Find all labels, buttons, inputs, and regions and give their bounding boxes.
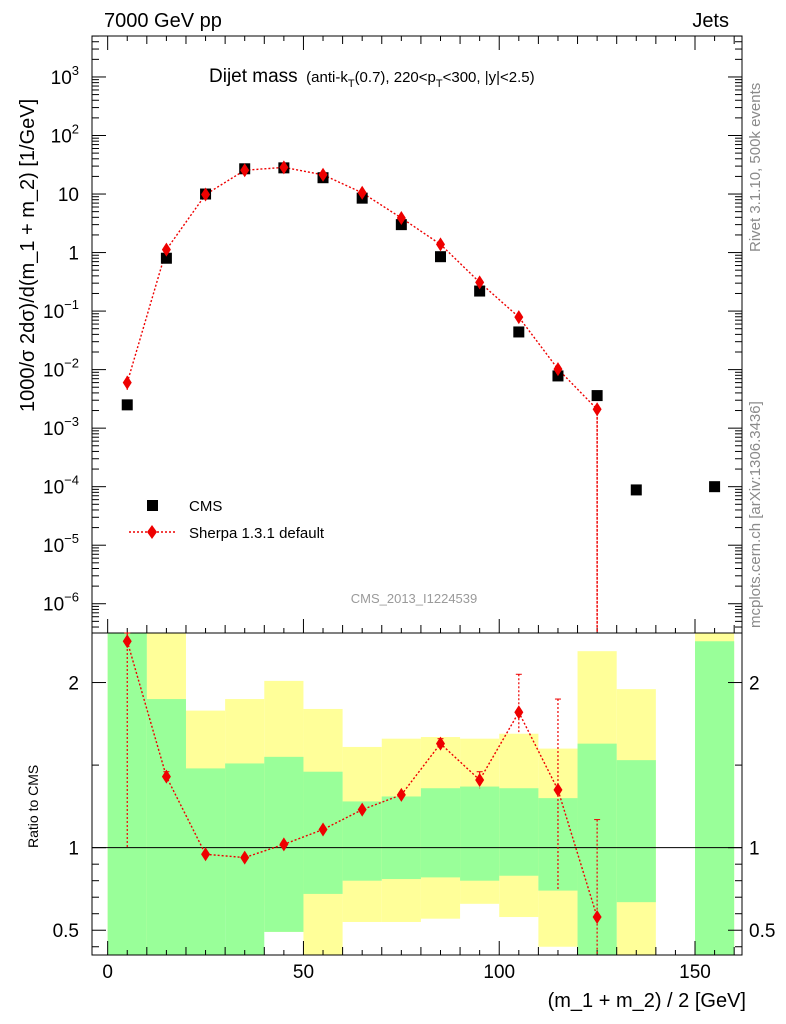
main-y-tick-label: 10−6: [43, 590, 79, 616]
main-y-tick-label: 10−1: [43, 297, 79, 323]
title-sub-end: <300, |y|<2.5): [443, 69, 535, 86]
ratio-plot-frame: [91, 632, 743, 956]
sherpa-mc-point: [279, 160, 289, 175]
sherpa-mc-line: [126, 166, 598, 633]
legend: CMS Sherpa 1.3.1 default: [129, 498, 325, 542]
cms-data-point: [630, 484, 642, 496]
header-energy-label: 7000 GeV pp: [104, 10, 222, 32]
main-y-tick-label: 10−2: [43, 356, 79, 382]
ratio-y-tick-label: 2: [68, 674, 79, 695]
ratio-band-green-7: [381, 796, 421, 880]
analysis-id-watermark: CMS_2013_I1224539: [351, 591, 478, 606]
cms-data-point: [434, 251, 446, 263]
x-tick-label: 100: [483, 962, 515, 983]
legend-cms-marker: [147, 500, 158, 511]
title-sub: (anti-k: [306, 69, 348, 86]
title-sub-mid: (0.7), 220<p: [355, 69, 436, 86]
main-y-tick-label: 1: [68, 244, 79, 265]
ratio-y-tick-label: 0.5: [53, 921, 79, 942]
main-y-axis-label: 1000/σ 2dσ)/d(m_1 + m_2) [1/GeV]: [17, 99, 39, 412]
x-tick-label: 0: [102, 962, 113, 983]
ratio-sherpa-point: [240, 850, 250, 865]
main-y-tick-label: 10−3: [43, 414, 79, 440]
x-axis-label: (m_1 + m_2) / 2 [GeV]: [548, 990, 746, 1012]
ratio-sherpa-point: [592, 910, 602, 925]
x-tick-label: 50: [293, 962, 314, 983]
ratio-sherpa-point: [514, 705, 524, 720]
ratio-y-tick-label-right: 1: [749, 839, 760, 860]
sherpa-mc-point: [396, 210, 406, 225]
main-y-tick-label: 103: [51, 63, 79, 89]
legend-cms-label: CMS: [189, 498, 222, 515]
ratio-plot-panel: 0 50 100 150 2 2 1 1 0.5 0.5: [53, 632, 775, 983]
ratio-sherpa-point: [161, 769, 171, 784]
sherpa-mc-point: [514, 310, 524, 325]
ratio-band-green-1: [146, 699, 186, 955]
ratio-band-green-10: [499, 788, 539, 876]
sherpa-mc-point: [201, 187, 211, 202]
rivet-version-label: Rivet 3.1.10, 500k events: [747, 83, 764, 252]
ratio-band-green-9: [460, 786, 500, 881]
cms-data-point: [709, 481, 721, 493]
sherpa-mc-point: [357, 185, 367, 200]
ratio-sherpa-point: [357, 802, 367, 817]
sherpa-mc-point: [475, 275, 485, 290]
cms-data-point: [591, 390, 603, 402]
cms-data-point: [513, 326, 525, 338]
ratio-sherpa-point: [122, 634, 132, 649]
title-sub-T: T: [348, 78, 355, 90]
ratio-sherpa-point: [435, 736, 445, 751]
cms-data-point: [474, 285, 486, 297]
legend-sherpa-marker: [147, 525, 157, 539]
main-plot-frame: [91, 35, 743, 634]
ratio-sherpa-point: [396, 787, 406, 802]
ratio-band-green-13: [616, 760, 656, 903]
ratio-sherpa-point: [475, 772, 485, 787]
ratio-y-axis-label: Ratio to CMS: [25, 765, 41, 848]
sherpa-mc-point: [553, 362, 563, 377]
ratio-y-tick-label-right: 2: [749, 674, 760, 695]
sherpa-mc-point: [240, 163, 250, 178]
title-sub-T2: T: [436, 78, 443, 90]
ratio-band-green-14: [695, 641, 735, 955]
header-process-label: Jets: [692, 10, 729, 32]
sherpa-mc-point: [592, 402, 602, 417]
sherpa-mc-point: [122, 375, 132, 390]
ratio-y-tick-label: 1: [68, 839, 79, 860]
sherpa-mc-point: [161, 242, 171, 257]
sherpa-mc-point: [318, 167, 328, 182]
cms-data-point: [121, 399, 133, 411]
x-tick-label: 150: [679, 962, 711, 983]
ratio-sherpa-point: [201, 847, 211, 862]
ratio-band-green-8: [420, 788, 461, 878]
ratio-y-tick-label-right: 0.5: [749, 921, 775, 942]
ratio-sherpa-point: [553, 782, 563, 797]
main-y-tick-label: 10: [58, 185, 79, 206]
main-chart-title: Dijet mass (anti-kT(0.7), 220<pT<300, |y…: [209, 66, 535, 90]
ratio-sherpa-point: [318, 822, 328, 837]
main-y-tick-label: 102: [51, 122, 79, 148]
mcplots-reference-label: mcplots.cern.ch [arXiv:1306.3436]: [747, 401, 764, 628]
main-y-tick-label: 10−4: [43, 473, 79, 499]
sherpa-mc-point: [435, 237, 445, 252]
legend-sherpa-label: Sherpa 1.3.1 default: [189, 525, 325, 542]
main-y-tick-label: 10−5: [43, 531, 79, 557]
cms-data-point: [160, 252, 172, 264]
ratio-band-green-2: [185, 768, 226, 955]
title-main: Dijet mass: [209, 66, 298, 87]
ratio-sherpa-point: [279, 837, 289, 852]
